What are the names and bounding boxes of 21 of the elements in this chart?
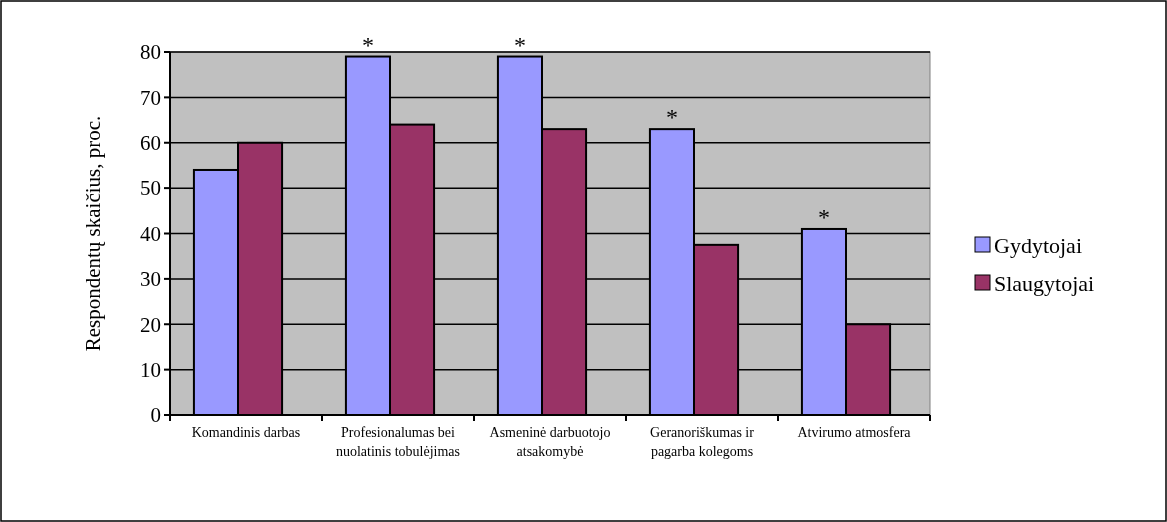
legend-label: Slaugytojai <box>994 270 1095 296</box>
annotation: * <box>817 203 830 230</box>
x-tick-label: Asmeninė darbuotojo atsakomybė <box>489 425 611 459</box>
x-tick-label: Geranoriškumas ir pagarba kolegoms <box>650 425 755 459</box>
x-tick-label: Atvirumo atmosfera <box>797 425 912 440</box>
x-tick-label: Profesionalumas bei nuolatinis tobulėjimas <box>335 425 461 459</box>
y-tick-label: 50 <box>140 176 161 201</box>
y-tick-label: 60 <box>140 131 161 156</box>
y-axis-title: Respondentų skaičius, proc. <box>81 115 105 352</box>
y-tick-label: 30 <box>140 267 161 292</box>
y-tick-label: 0 <box>150 403 161 428</box>
annotation: * <box>665 104 678 131</box>
annotation: * <box>361 31 374 58</box>
y-tick-label: 40 <box>140 221 161 246</box>
y-tick-label: 20 <box>140 312 161 337</box>
y-tick-label: 80 <box>140 40 161 65</box>
x-tick-label: Komandinis darbas <box>191 425 301 440</box>
legend-label: Gydytojai <box>994 232 1082 258</box>
y-tick-label: 10 <box>140 357 161 382</box>
annotation: * <box>513 31 526 58</box>
y-tick-label: 70 <box>140 85 161 110</box>
